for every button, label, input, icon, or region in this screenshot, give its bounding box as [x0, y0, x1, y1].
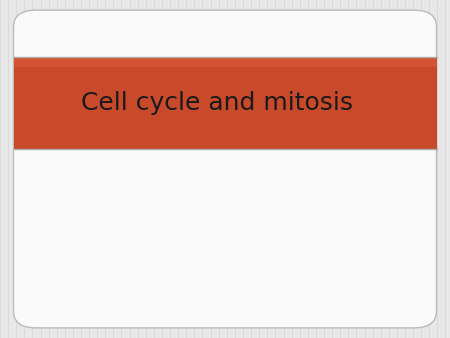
FancyBboxPatch shape — [14, 10, 436, 328]
Bar — [14, 57, 436, 67]
Text: Cell cycle and mitosis: Cell cycle and mitosis — [81, 91, 353, 115]
Bar — [14, 57, 436, 149]
